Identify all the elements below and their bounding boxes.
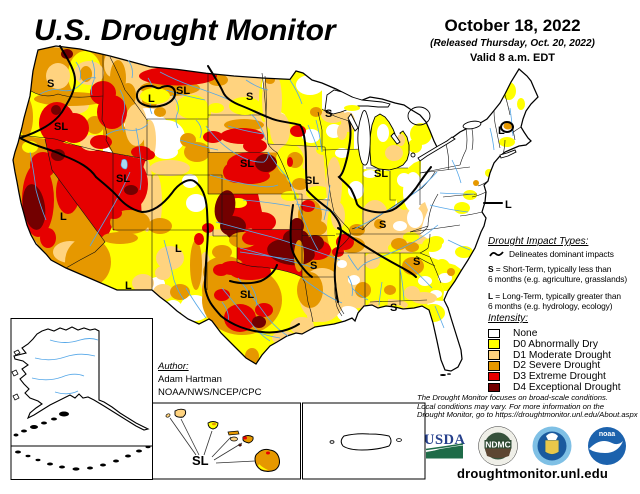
svg-text:S: S [413,256,420,268]
svg-text:L: L [175,243,182,255]
svg-text:SL: SL [116,173,130,185]
svg-text:SL: SL [54,121,68,133]
svg-text:SL: SL [240,158,254,170]
svg-text:L: L [498,125,505,137]
svg-text:S: S [47,78,54,90]
svg-text:L: L [125,280,132,292]
svg-text:S: S [379,219,386,231]
svg-text:S: S [246,91,253,103]
svg-text:NDMC: NDMC [485,440,511,450]
svg-text:S: S [310,260,317,272]
svg-text:S: S [390,302,397,314]
svg-text:SL: SL [374,168,388,180]
svg-text:SL: SL [176,85,190,97]
svg-text:S: S [325,108,332,120]
svg-text:L: L [505,199,512,211]
svg-text:L: L [60,211,67,223]
svg-text:L: L [148,93,155,105]
svg-text:SL: SL [192,453,209,468]
svg-text:noaa: noaa [599,431,615,438]
svg-text:USDA: USDA [424,432,466,448]
svg-text:SL: SL [305,175,319,187]
svg-text:SL: SL [240,289,254,301]
